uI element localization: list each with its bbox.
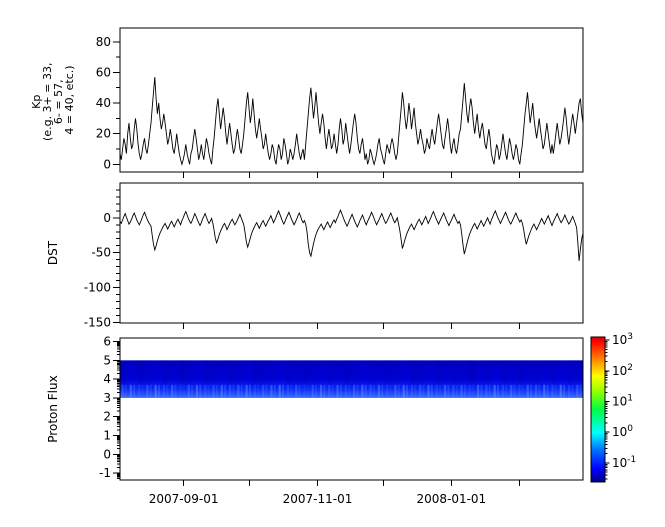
y-tick-label: 1 [103, 428, 111, 442]
kp-panel-frame [119, 27, 584, 173]
kp-axis-title: Kp (e.g. 3+ = 33, 6- = 57, 4 = 40, etc.) [30, 59, 76, 141]
kp-series-line [119, 76, 584, 166]
y-tick-label: 0 [103, 157, 111, 171]
y-tick-label: 2 [103, 410, 111, 424]
y-tick-label: 0 [103, 447, 111, 461]
y-tick-label: 80 [96, 35, 111, 49]
y-tick-label: 6 [103, 335, 111, 349]
kp-axis-title-line2: (e.g. 3+ = 33, [41, 63, 54, 141]
axis-ticks [113, 41, 520, 486]
colorbar-tick-label: 10-1 [612, 455, 636, 470]
x-tick-label: 2007-11-01 [283, 492, 353, 506]
flux-axis-title: Proton Flux [46, 375, 60, 442]
x-tick-label: 2008-01-01 [416, 492, 486, 506]
proton-flux-band [120, 360, 583, 398]
y-tick-label: 0 [103, 211, 111, 225]
kp-axis-title-line4: 4 = 40, etc.) [63, 65, 76, 134]
y-tick-label: 5 [103, 353, 111, 367]
y-tick-label: -100 [84, 280, 111, 294]
colorbar-tick-label: 100 [612, 424, 633, 439]
colorbar-tick-label: 101 [612, 394, 633, 409]
y-tick-label: 60 [96, 65, 111, 79]
x-tick-label: 2007-09-01 [149, 492, 219, 506]
y-tick-label: -1 [99, 466, 111, 480]
colorbar-gradient [590, 336, 606, 483]
panel-frames [119, 27, 584, 481]
tick-labels: 0 20 40 60 80 0 -50 -100 -150 -1 0 1 2 3 4 5 6 [84, 35, 111, 480]
y-tick-label: 4 [103, 372, 111, 386]
kp-axis-title-line1: Kp [30, 95, 43, 109]
colorbar: 103 102 101 100 10-1 [590, 332, 636, 483]
dst-axis-title: DST [46, 240, 60, 265]
colorbar-tick-label: 102 [612, 363, 633, 378]
y-tick-label: -50 [91, 246, 111, 260]
dst-series-line [119, 209, 584, 262]
dst-panel-frame [119, 182, 584, 324]
date-labels: 2007-09-01 2007-11-01 2008-01-01 [149, 492, 486, 506]
y-tick-label: 3 [103, 391, 111, 405]
y-tick-label: -150 [84, 315, 111, 329]
flux-panel-frame [119, 337, 584, 481]
y-tick-label: 40 [96, 96, 111, 110]
colorbar-tick-label: 103 [612, 332, 633, 347]
y-tick-label: 20 [96, 127, 111, 141]
kp-axis-title-line3: 6- = 57, [52, 79, 65, 124]
plot-area: 0 20 40 60 80 0 -50 -100 -150 -1 0 1 2 3 4 5 6 2007-09-01… [84, 27, 636, 506]
